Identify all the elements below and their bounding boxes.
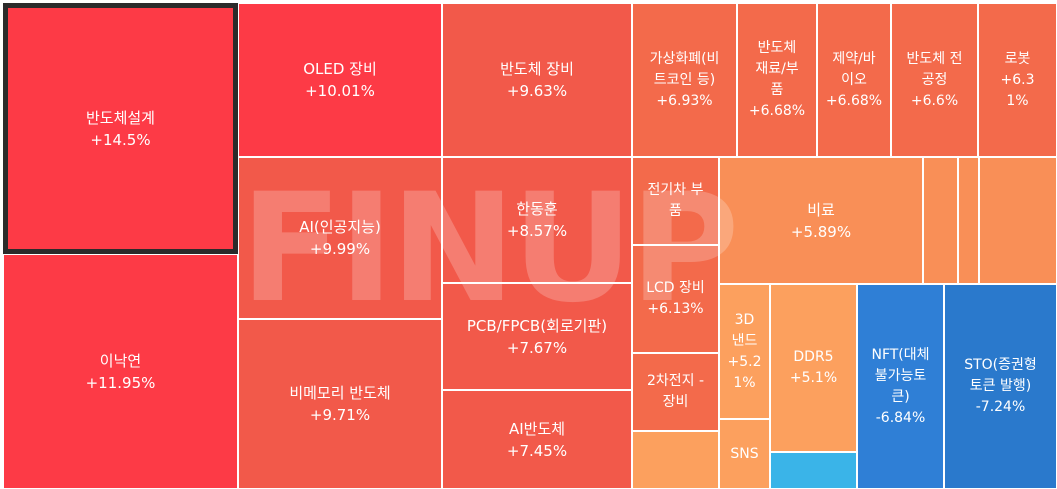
treemap-tile[interactable]: 비료 +5.89% bbox=[719, 157, 923, 284]
treemap-tile[interactable]: 반도체 재료/부 품 +6.68% bbox=[737, 3, 817, 157]
treemap-tile[interactable]: DDR5 +5.1% bbox=[770, 284, 857, 452]
tile-change-label: +6.3 1% bbox=[1000, 71, 1035, 109]
tile-change-label: +9.99% bbox=[309, 240, 371, 258]
tile-change-label: -6.84% bbox=[875, 409, 926, 426]
treemap-tile[interactable]: LCD 장비 +6.13% bbox=[632, 245, 719, 353]
treemap-tile[interactable]: 반도체 장비 +9.63% bbox=[442, 3, 632, 157]
treemap-tile[interactable]: AI반도체 +7.45% bbox=[442, 390, 632, 489]
tile-name: PCB/FPCB(회로기판) bbox=[466, 316, 608, 335]
tile-change-label: +6.13% bbox=[647, 301, 704, 317]
tile-name: AI(인공지능) bbox=[299, 218, 381, 236]
treemap-tile[interactable]: 제약/바 이오 +6.68% bbox=[817, 3, 891, 157]
treemap-tile[interactable] bbox=[632, 431, 719, 489]
tile-change-label: +5.89% bbox=[790, 222, 852, 241]
treemap-tile[interactable]: 이낙연 +11.95% bbox=[3, 254, 238, 489]
tile-name: AI반도체 bbox=[508, 419, 566, 438]
tile-change-label: +5.2 1% bbox=[727, 353, 762, 391]
tile-name: 가상화폐(비 트코인 등) bbox=[649, 50, 720, 88]
tile-change-label: +7.67% bbox=[506, 338, 568, 357]
tile-name: 3D 낸드 bbox=[731, 311, 758, 349]
tile-change-label: -7.24% bbox=[975, 399, 1026, 415]
tile-name: OLED 장비 bbox=[303, 60, 377, 78]
tile-name: 이낙연 bbox=[99, 351, 142, 370]
tile-change-label: +11.95% bbox=[85, 373, 156, 392]
tile-name: STO(증권형 토큰 발행) bbox=[964, 357, 1037, 394]
tile-change-label: +8.57% bbox=[506, 222, 568, 240]
treemap-tile[interactable]: 비메모리 반도체 +9.71% bbox=[238, 319, 442, 489]
tile-change-label: +6.6% bbox=[910, 92, 959, 109]
treemap-tile[interactable] bbox=[770, 452, 857, 489]
treemap-tile[interactable] bbox=[958, 157, 979, 284]
treemap-tile[interactable]: 가상화폐(비 트코인 등) +6.93% bbox=[632, 3, 737, 157]
tile-name: 제약/바 이오 bbox=[832, 50, 876, 88]
tile-change-label: +6.93% bbox=[656, 92, 713, 109]
tile-name: 반도체 전 공정 bbox=[906, 50, 963, 88]
tile-name: 반도체 재료/부 품 bbox=[755, 40, 799, 98]
treemap-tile[interactable]: 반도체설계 +14.5% bbox=[3, 3, 238, 254]
tile-name: 비료 bbox=[807, 200, 835, 219]
treemap-tile[interactable] bbox=[923, 157, 958, 284]
tile-change-label: +9.63% bbox=[506, 82, 568, 100]
tile-name: 반도체설계 bbox=[85, 108, 155, 127]
tile-name: 로봇 bbox=[1004, 50, 1031, 67]
tile-name: 전기차 부 품 bbox=[647, 182, 704, 219]
treemap-tile[interactable]: 반도체 전 공정 +6.6% bbox=[891, 3, 978, 157]
treemap-tile[interactable]: NFT(대체 불가능토 큰) -6.84% bbox=[857, 284, 944, 489]
treemap-tile[interactable]: OLED 장비 +10.01% bbox=[238, 3, 442, 157]
tile-change-label: +6.68% bbox=[748, 103, 806, 119]
tile-name: 2차전지 - 장비 bbox=[646, 373, 705, 410]
tile-change-label: +10.01% bbox=[305, 82, 375, 100]
tile-name: 한동훈 bbox=[516, 200, 558, 218]
treemap-tile[interactable]: 전기차 부 품 bbox=[632, 157, 719, 245]
treemap-tile[interactable]: 로봇 +6.3 1% bbox=[978, 3, 1057, 157]
treemap-tile[interactable] bbox=[979, 157, 1057, 284]
tile-name: SNS bbox=[730, 445, 759, 462]
treemap-tile[interactable]: STO(증권형 토큰 발행) -7.24% bbox=[944, 284, 1057, 489]
tile-name: DDR5 bbox=[793, 349, 834, 365]
treemap-tile[interactable]: 2차전지 - 장비 bbox=[632, 353, 719, 431]
treemap-tile[interactable]: AI(인공지능) +9.99% bbox=[238, 157, 442, 319]
tile-change-label: +9.71% bbox=[309, 406, 371, 424]
tile-change-label: +7.45% bbox=[506, 441, 568, 460]
tile-change-label: +14.5% bbox=[90, 130, 151, 149]
treemap-tile[interactable]: SNS bbox=[719, 419, 770, 489]
tile-name: 반도체 장비 bbox=[500, 60, 574, 78]
treemap-tile[interactable]: 3D 낸드 +5.2 1% bbox=[719, 284, 770, 419]
treemap-tile[interactable]: 한동훈 +8.57% bbox=[442, 157, 632, 283]
tile-change-label: +6.68% bbox=[825, 92, 883, 109]
treemap-tile[interactable]: PCB/FPCB(회로기판) +7.67% bbox=[442, 283, 632, 390]
tile-name: NFT(대체 불가능토 큰) bbox=[871, 346, 930, 405]
tile-name: LCD 장비 bbox=[646, 280, 705, 296]
tile-change-label: +5.1% bbox=[789, 370, 838, 386]
tile-name: 비메모리 반도체 bbox=[289, 384, 391, 402]
